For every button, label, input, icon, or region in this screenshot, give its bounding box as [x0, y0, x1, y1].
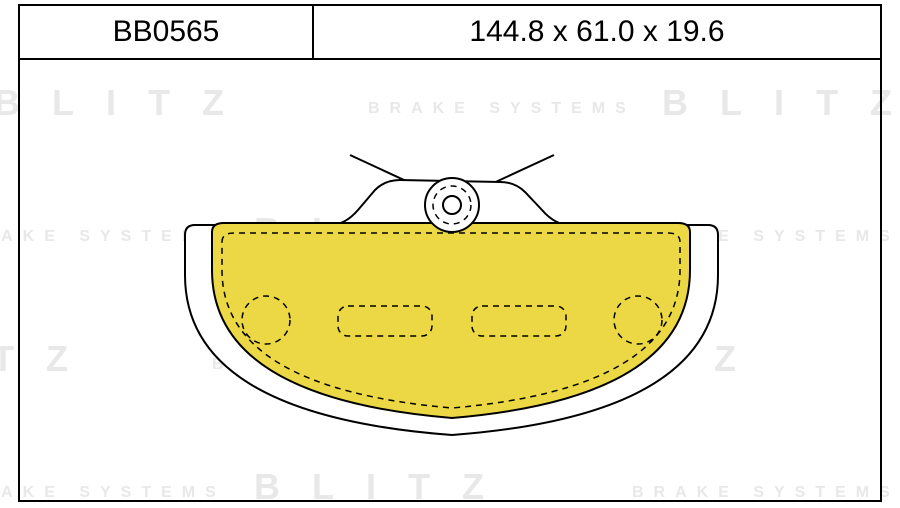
header-row: BB0565 144.8 x 61.0 x 19.6 [20, 6, 880, 60]
dimensions: 144.8 x 61.0 x 19.6 [469, 15, 724, 49]
drawing-area [20, 60, 880, 498]
dimensions-cell: 144.8 x 61.0 x 19.6 [314, 6, 880, 58]
diagram-frame: BB0565 144.8 x 61.0 x 19.6 [18, 4, 882, 502]
brake-pad-drawing [20, 60, 880, 500]
part-number-cell: BB0565 [20, 6, 314, 58]
part-number: BB0565 [113, 15, 220, 49]
